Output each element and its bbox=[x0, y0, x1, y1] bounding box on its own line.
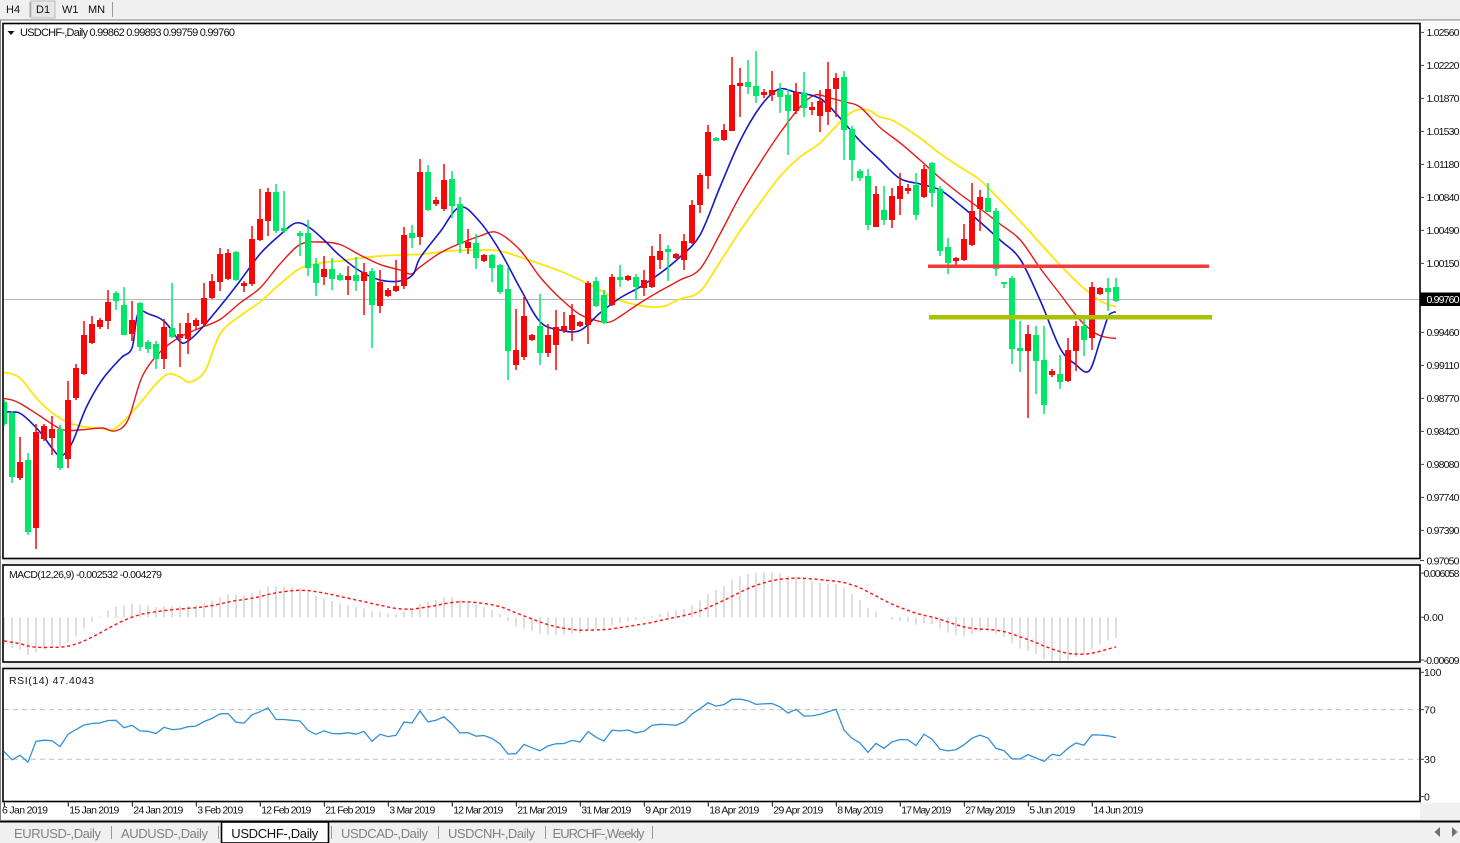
svg-text:0.98770: 0.98770 bbox=[1427, 393, 1460, 405]
svg-text:0.99110: 0.99110 bbox=[1427, 360, 1460, 372]
svg-text:3 Mar 2019: 3 Mar 2019 bbox=[389, 805, 435, 817]
svg-text:9 Apr 2019: 9 Apr 2019 bbox=[645, 805, 691, 817]
svg-text:0.97050: 0.97050 bbox=[1427, 555, 1460, 567]
svg-text:EURCHF-,Weekly: EURCHF-,Weekly bbox=[553, 826, 646, 841]
svg-text:17 May 2019: 17 May 2019 bbox=[901, 805, 951, 817]
svg-text:0.97740: 0.97740 bbox=[1427, 492, 1460, 504]
svg-text:1.00840: 1.00840 bbox=[1427, 192, 1460, 204]
svg-text:USDCAD-,Daily: USDCAD-,Daily bbox=[341, 826, 429, 841]
svg-text:30: 30 bbox=[1424, 754, 1436, 766]
svg-text:12 Feb 2019: 12 Feb 2019 bbox=[261, 805, 311, 817]
svg-text:21 Feb 2019: 21 Feb 2019 bbox=[325, 805, 375, 817]
svg-text:D1: D1 bbox=[36, 4, 50, 16]
svg-text:USDCHF-,Daily 0.99862 0.99893: USDCHF-,Daily 0.99862 0.99893 0.99759 0.… bbox=[20, 27, 235, 39]
svg-text:15 Jan 2019: 15 Jan 2019 bbox=[69, 805, 119, 817]
svg-text:70: 70 bbox=[1424, 704, 1436, 716]
svg-text:100: 100 bbox=[1424, 667, 1442, 679]
svg-text:RSI(14) 47.4043: RSI(14) 47.4043 bbox=[9, 675, 94, 687]
svg-text:0.97390: 0.97390 bbox=[1427, 525, 1460, 537]
svg-text:21 Mar 2019: 21 Mar 2019 bbox=[517, 805, 567, 817]
svg-text:EURUSD-,Daily: EURUSD-,Daily bbox=[14, 826, 102, 841]
svg-text:5 Jun 2019: 5 Jun 2019 bbox=[1029, 805, 1075, 817]
svg-text:USDCNH-,Daily: USDCNH-,Daily bbox=[448, 826, 536, 841]
svg-text:29 Apr 2019: 29 Apr 2019 bbox=[773, 805, 823, 817]
svg-text:31 Mar 2019: 31 Mar 2019 bbox=[581, 805, 631, 817]
svg-text:-0.00609: -0.00609 bbox=[1424, 655, 1460, 667]
svg-text:0.98420: 0.98420 bbox=[1427, 426, 1460, 438]
svg-text:1.02560: 1.02560 bbox=[1427, 27, 1460, 39]
svg-text:24 Jan 2019: 24 Jan 2019 bbox=[133, 805, 183, 817]
svg-text:USDCHF-,Daily: USDCHF-,Daily bbox=[231, 826, 319, 841]
svg-text:3 Feb 2019: 3 Feb 2019 bbox=[197, 805, 243, 817]
svg-text:0.99460: 0.99460 bbox=[1427, 327, 1460, 339]
svg-text:1.02220: 1.02220 bbox=[1427, 60, 1460, 72]
svg-text:W1: W1 bbox=[62, 4, 79, 16]
svg-text:1.00150: 1.00150 bbox=[1427, 258, 1460, 270]
svg-text:1.00490: 1.00490 bbox=[1427, 225, 1460, 237]
svg-text:6 Jan 2019: 6 Jan 2019 bbox=[2, 805, 48, 817]
svg-text:AUDUSD-,Daily: AUDUSD-,Daily bbox=[121, 826, 209, 841]
svg-text:14 Jun 2019: 14 Jun 2019 bbox=[1093, 805, 1143, 817]
svg-text:0.00: 0.00 bbox=[1424, 612, 1444, 624]
svg-text:1.01530: 1.01530 bbox=[1427, 126, 1460, 138]
svg-text:12 Mar 2019: 12 Mar 2019 bbox=[453, 805, 503, 817]
svg-text:H4: H4 bbox=[6, 4, 20, 16]
svg-text:8 May 2019: 8 May 2019 bbox=[837, 805, 883, 817]
svg-text:1.01870: 1.01870 bbox=[1427, 93, 1460, 105]
svg-text:MACD(12,26,9) -0.002532 -0.004: MACD(12,26,9) -0.002532 -0.004279 bbox=[9, 569, 162, 581]
svg-text:MN: MN bbox=[88, 4, 105, 16]
svg-text:0.98080: 0.98080 bbox=[1427, 459, 1460, 471]
svg-text:0.006058: 0.006058 bbox=[1424, 568, 1460, 580]
svg-text:27 May 2019: 27 May 2019 bbox=[965, 805, 1015, 817]
svg-text:1.01180: 1.01180 bbox=[1427, 159, 1460, 171]
svg-text:18 Apr 2019: 18 Apr 2019 bbox=[709, 805, 759, 817]
svg-text:0.99760: 0.99760 bbox=[1427, 294, 1460, 306]
svg-text:0: 0 bbox=[1424, 791, 1430, 803]
